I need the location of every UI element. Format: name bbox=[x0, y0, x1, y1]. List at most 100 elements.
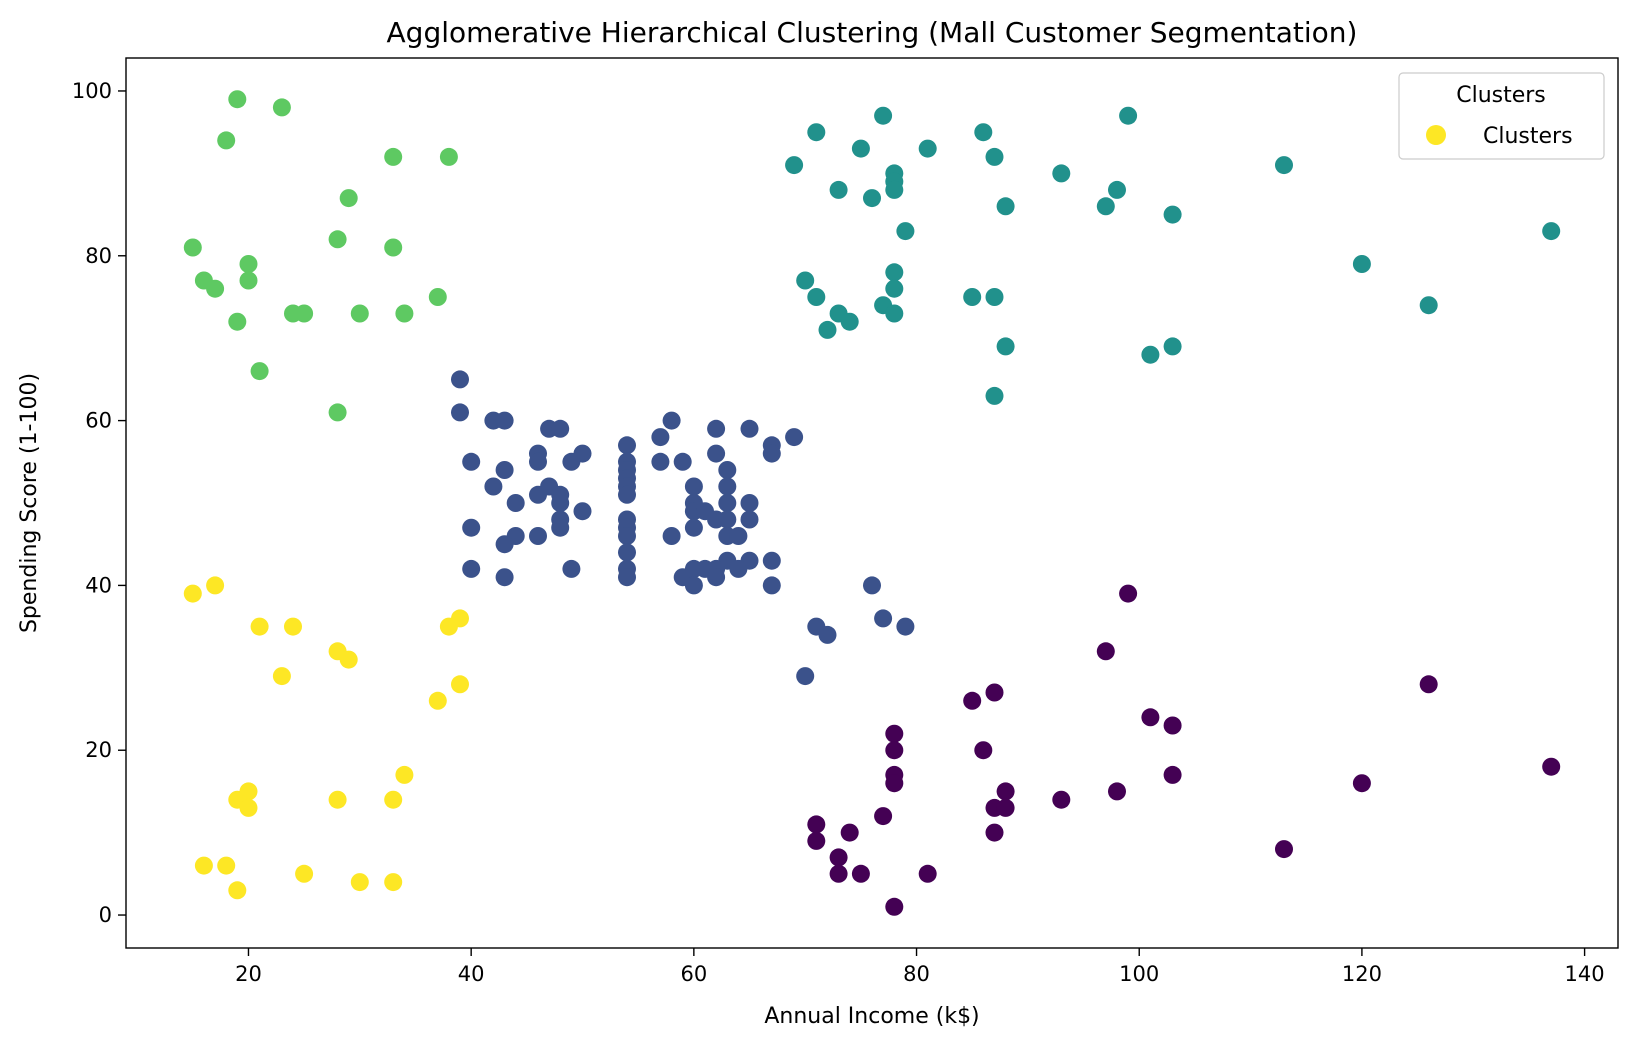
scatter-point-cluster-1 bbox=[851, 139, 870, 158]
scatter-point-cluster-2 bbox=[451, 370, 469, 389]
scatter-point-cluster-2 bbox=[651, 428, 670, 447]
scatter-point-cluster-2 bbox=[618, 436, 636, 455]
scatter-point-cluster-1 bbox=[885, 180, 904, 199]
x-tick-label: 80 bbox=[903, 962, 930, 986]
scatter-point-cluster-1 bbox=[785, 156, 804, 175]
scatter-point-cluster-4 bbox=[1141, 708, 1160, 727]
scatter-point-cluster-2 bbox=[651, 452, 670, 471]
x-tick-label: 20 bbox=[235, 962, 262, 986]
scatter-point-cluster-0 bbox=[228, 90, 247, 109]
scatter-point-cluster-2 bbox=[684, 518, 703, 537]
legend-title: Clusters bbox=[1456, 83, 1546, 108]
scatter-point-cluster-4 bbox=[918, 864, 937, 883]
plot-frame bbox=[125, 57, 1619, 949]
scatter-point-cluster-2 bbox=[506, 494, 525, 512]
scatter-point-cluster-2 bbox=[484, 477, 503, 496]
scatter-point-cluster-4 bbox=[885, 724, 904, 743]
scatter-point-cluster-2 bbox=[495, 535, 514, 554]
scatter-point-cluster-1 bbox=[1542, 222, 1561, 241]
x-axis-ticks: 20 40 60 80 100 120 140 bbox=[235, 948, 1605, 986]
scatter-point-cluster-3 bbox=[384, 790, 403, 809]
scatter-point-cluster-2 bbox=[551, 419, 570, 438]
scatter-point-cluster-2 bbox=[462, 559, 481, 578]
scatter-point-cluster-4 bbox=[974, 741, 993, 760]
scatter-point-cluster-4 bbox=[963, 691, 982, 710]
x-tick-label: 140 bbox=[1565, 962, 1605, 986]
legend-entry-label: Clusters bbox=[1483, 124, 1573, 149]
scatter-point-cluster-1 bbox=[1163, 337, 1182, 356]
scatter-point-cluster-4 bbox=[840, 823, 859, 842]
scatter-point-cluster-3 bbox=[217, 856, 236, 875]
scatter-point-cluster-2 bbox=[618, 543, 636, 562]
scatter-point-cluster-3 bbox=[250, 617, 269, 636]
scatter-point-cluster-1 bbox=[1352, 255, 1371, 273]
scatter-point-cluster-2 bbox=[762, 551, 781, 570]
scatter-point-cluster-0 bbox=[339, 189, 358, 208]
scatter-point-cluster-2 bbox=[462, 452, 481, 471]
scatter-point-cluster-2 bbox=[551, 494, 570, 512]
y-tick-label: 0 bbox=[99, 903, 112, 927]
scatter-point-cluster-1 bbox=[1275, 156, 1293, 175]
scatter-point-cluster-0 bbox=[183, 238, 202, 257]
x-tick-label: 60 bbox=[680, 962, 707, 986]
scatter-point-cluster-2 bbox=[529, 452, 547, 471]
scatter-point-cluster-4 bbox=[985, 683, 1004, 702]
scatter-point-cluster-4 bbox=[1163, 716, 1182, 735]
scatter-point-cluster-3 bbox=[384, 873, 403, 892]
scatter-point-cluster-2 bbox=[529, 485, 547, 504]
scatter-point-cluster-3 bbox=[339, 650, 358, 669]
scatter-point-cluster-2 bbox=[718, 510, 737, 529]
scatter-point-cluster-0 bbox=[328, 403, 347, 422]
scatter-point-cluster-3 bbox=[284, 617, 302, 636]
scatter-point-cluster-1 bbox=[863, 189, 881, 208]
scatter-point-cluster-1 bbox=[896, 222, 915, 241]
scatter-point-cluster-2 bbox=[740, 494, 759, 512]
scatter-point-cluster-3 bbox=[239, 798, 258, 817]
points-layer bbox=[183, 90, 1561, 916]
scatter-point-cluster-0 bbox=[295, 304, 314, 323]
scatter-point-cluster-1 bbox=[1163, 205, 1182, 224]
scatter-point-cluster-2 bbox=[451, 403, 469, 422]
scatter-point-cluster-4 bbox=[996, 798, 1015, 817]
scatter-point-cluster-1 bbox=[885, 279, 904, 298]
scatter-point-cluster-0 bbox=[239, 271, 258, 290]
scatter-point-cluster-4 bbox=[851, 864, 870, 883]
chart-title: Agglomerative Hierarchical Clustering (M… bbox=[387, 16, 1358, 49]
scatter-point-cluster-1 bbox=[807, 123, 826, 142]
scatter-point-cluster-2 bbox=[718, 461, 737, 479]
scatter-point-cluster-4 bbox=[874, 807, 893, 826]
scatter-point-cluster-2 bbox=[662, 411, 681, 430]
scatter-point-cluster-3 bbox=[395, 765, 414, 784]
scatter-point-cluster-0 bbox=[395, 304, 414, 323]
scatter-point-cluster-0 bbox=[228, 312, 247, 331]
scatter-point-cluster-1 bbox=[918, 139, 937, 158]
scatter-point-cluster-1 bbox=[1096, 197, 1115, 216]
scatter-point-cluster-3 bbox=[194, 856, 213, 875]
scatter-point-cluster-1 bbox=[1419, 296, 1438, 315]
scatter-point-cluster-1 bbox=[974, 123, 993, 142]
scatter-point-cluster-2 bbox=[785, 428, 804, 447]
scatter-point-cluster-2 bbox=[707, 419, 726, 438]
y-axis-label: Spending Score (1-100) bbox=[17, 373, 42, 633]
scatter-point-cluster-1 bbox=[996, 337, 1015, 356]
scatter-point-cluster-1 bbox=[1141, 345, 1160, 364]
scatter-point-cluster-1 bbox=[796, 271, 815, 290]
scatter-point-cluster-0 bbox=[272, 98, 291, 117]
scatter-point-cluster-2 bbox=[551, 518, 570, 537]
y-tick-label: 20 bbox=[85, 738, 112, 762]
scatter-point-cluster-2 bbox=[618, 485, 636, 504]
scatter-point-cluster-1 bbox=[1052, 164, 1071, 183]
scatter-point-cluster-4 bbox=[829, 864, 848, 883]
y-tick-label: 100 bbox=[72, 79, 112, 103]
scatter-point-cluster-2 bbox=[662, 527, 681, 545]
scatter-point-cluster-2 bbox=[495, 568, 514, 587]
scatter-point-cluster-4 bbox=[1419, 675, 1438, 694]
scatter-point-cluster-2 bbox=[740, 419, 759, 438]
scatter-point-cluster-3 bbox=[328, 790, 347, 809]
legend: Clusters Clusters bbox=[1398, 72, 1605, 160]
scatter-point-cluster-1 bbox=[1119, 106, 1138, 125]
legend-marker bbox=[1426, 125, 1446, 145]
y-tick-label: 60 bbox=[85, 409, 112, 433]
scatter-point-cluster-4 bbox=[1108, 782, 1126, 801]
